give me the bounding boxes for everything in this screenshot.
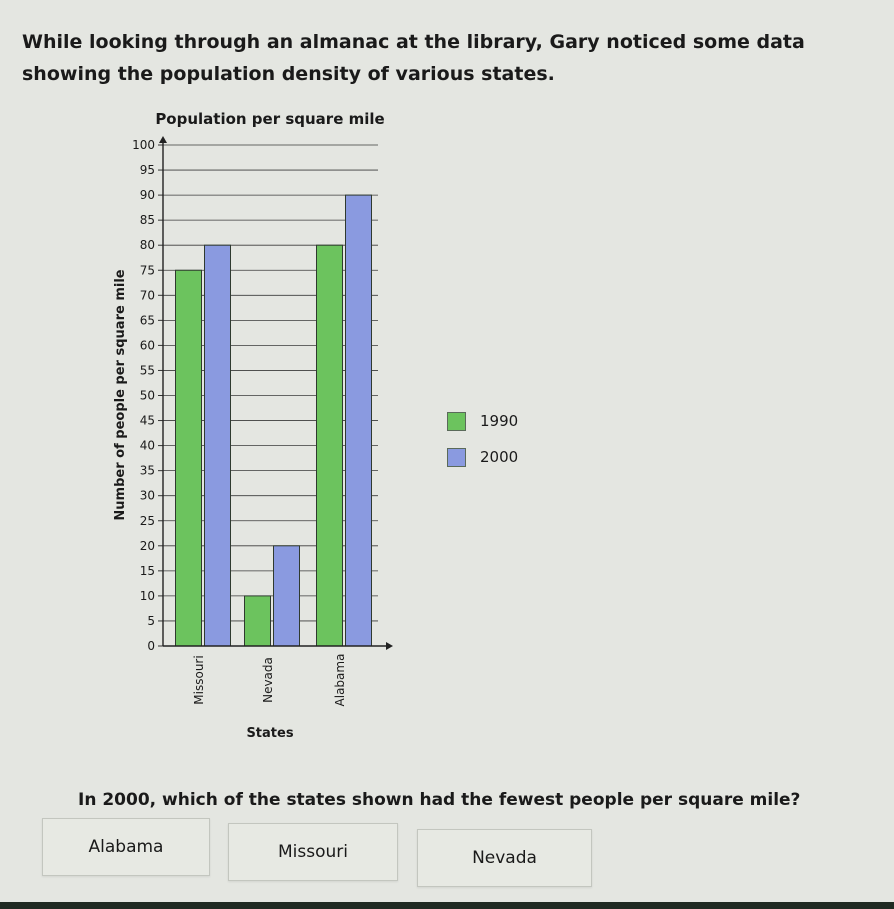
y-tick-label-95: 95 (140, 163, 155, 177)
bar-missouri-1990 (175, 269, 202, 647)
chart-legend: 1990 2000 (447, 403, 518, 475)
y-tick-label-45: 45 (140, 414, 155, 428)
legend-item-2000: 2000 (447, 439, 518, 475)
y-tick-label-85: 85 (140, 213, 155, 227)
y-tick-label-75: 75 (140, 263, 155, 277)
bottom-bar (0, 902, 894, 909)
y-tick-label-15: 15 (140, 564, 155, 578)
legend-label-1990: 1990 (480, 412, 519, 430)
x-axis-label: States (246, 726, 293, 741)
x-tick-label-missouri: Missouri (192, 655, 206, 704)
legend-label-2000: 2000 (480, 448, 519, 466)
answer-alabama-button[interactable]: Alabama (42, 818, 210, 876)
answer-missouri-button[interactable]: Missouri (228, 823, 398, 881)
bar-nevada-2000 (273, 545, 300, 647)
y-axis-label: Number of people per square mile (113, 269, 128, 520)
bar-alabama-1990 (316, 244, 343, 647)
y-tick-label-40: 40 (140, 439, 155, 453)
y-tick-label-30: 30 (140, 489, 155, 503)
y-tick-label-35: 35 (140, 464, 155, 478)
population-chart: 0 5 10 15 20 25 30 35 40 45 50 55 60 65 70 75 80 85 90 95 10… (113, 110, 393, 741)
answer-nevada-button[interactable]: Nevada (417, 829, 592, 887)
y-tick-label-65: 65 (140, 313, 155, 327)
legend-item-1990: 1990 (447, 403, 518, 439)
y-tick-label-20: 20 (140, 539, 155, 553)
y-tick-label-5: 5 (147, 614, 155, 628)
x-axis-arrow (386, 642, 393, 650)
legend-swatch-1990 (447, 411, 466, 431)
legend-swatch-2000 (447, 447, 466, 467)
x-tick-label-nevada: Nevada (261, 657, 275, 703)
y-tick-label-55: 55 (140, 363, 155, 377)
chart-title: Population per square mile (155, 110, 384, 128)
y-tick-label-100: 100 (132, 138, 155, 152)
y-tick-label-10: 10 (140, 589, 155, 603)
y-tick-label-90: 90 (140, 188, 155, 202)
question-text: In 2000, which of the states shown had t… (78, 790, 801, 810)
bar-missouri-2000 (204, 244, 231, 647)
y-tick-label-80: 80 (140, 238, 155, 252)
intro-text: While looking through an almanac at the … (22, 31, 805, 85)
y-tick-label-25: 25 (140, 514, 155, 528)
bar-alabama-2000 (345, 194, 372, 647)
y-tick-label-60: 60 (140, 338, 155, 352)
y-axis-arrow (159, 136, 167, 143)
bar-nevada-1990 (244, 595, 271, 647)
x-tick-label-alabama: Alabama (333, 654, 347, 707)
y-tick-label-70: 70 (140, 288, 155, 302)
y-tick-label-0: 0 (147, 639, 155, 653)
y-tick-label-50: 50 (140, 389, 155, 403)
